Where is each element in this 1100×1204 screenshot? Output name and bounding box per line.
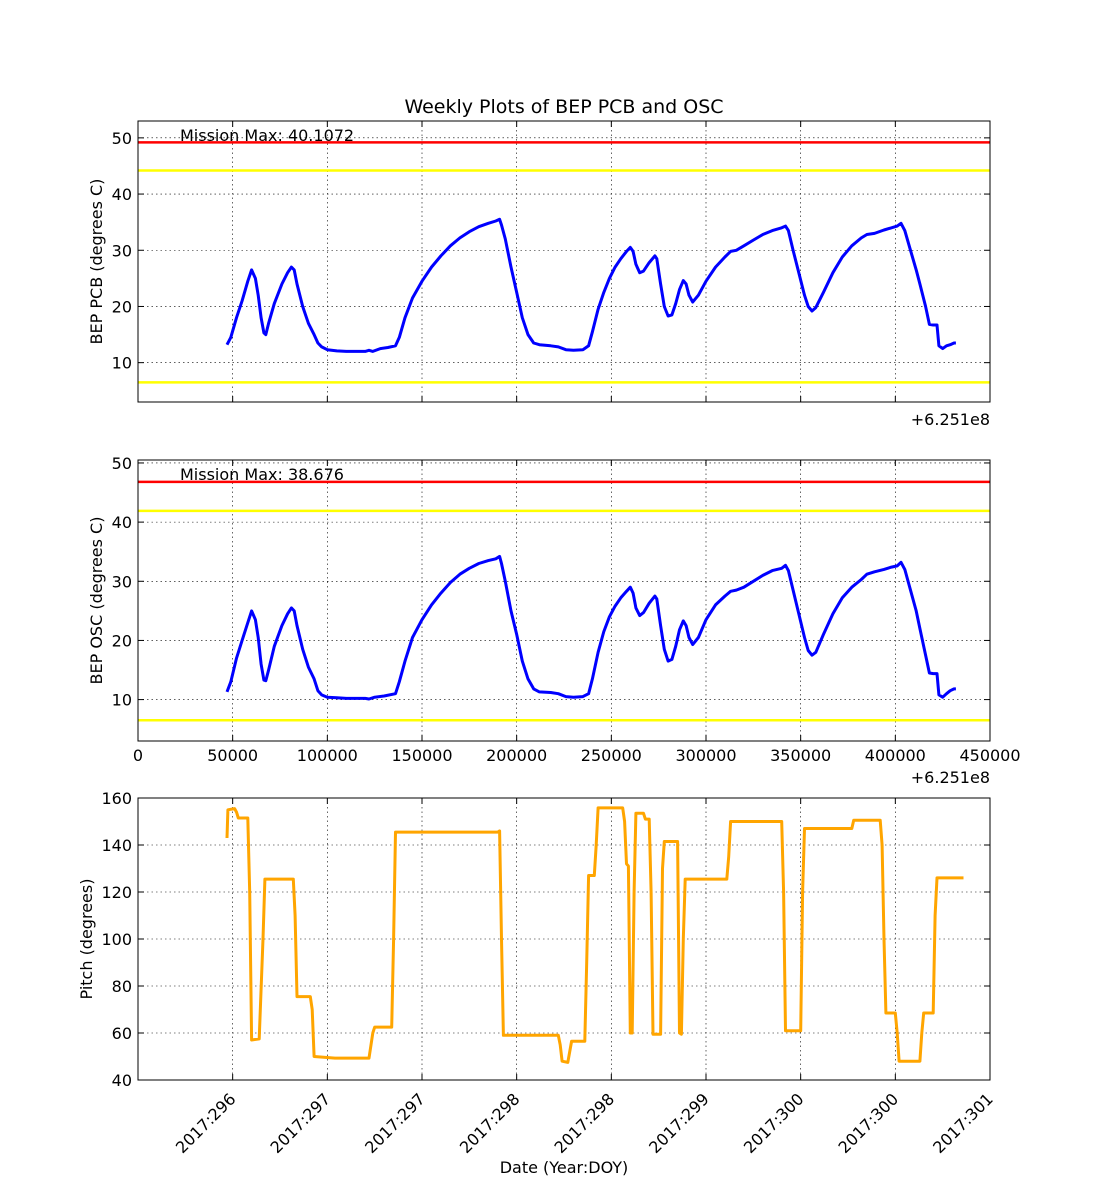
x-tick-label: 2017:299 — [645, 1089, 713, 1157]
x-tick-label: 450000 — [959, 746, 1020, 765]
plot-frame — [137, 459, 991, 742]
pcb-panel: 10 20 30 40 50 +6.251e8 Mission Max: 40.1072 BE… — [87, 120, 991, 429]
x-tick-label: 2017:296 — [172, 1089, 240, 1157]
y-tick-label: 50 — [112, 129, 132, 148]
x-tick-label: 400000 — [865, 746, 926, 765]
y-tick-label: 40 — [112, 1071, 132, 1090]
x-axis-label: Date (Year:DOY) — [500, 1158, 629, 1177]
y-tick-label: 40 — [112, 513, 132, 532]
y-tick-label: 80 — [112, 977, 132, 996]
x-offset-label: +6.251e8 — [911, 410, 990, 429]
x-tick-label: 2017:297 — [267, 1089, 335, 1157]
series-line — [225, 217, 956, 353]
y-tick-label: 140 — [101, 836, 132, 855]
pitch-panel: 40 60 80 100 120 140 160 2017:296 2017:297 2017:2… — [77, 789, 997, 1157]
y-tick-label: 100 — [101, 930, 132, 949]
x-offset-label: +6.251e8 — [911, 768, 990, 787]
y-tick-label: 10 — [112, 691, 132, 710]
mission-max-annotation: Mission Max: 40.1072 — [180, 126, 354, 145]
plot-frame — [137, 797, 991, 1081]
y-tick-label: 30 — [112, 241, 132, 260]
y-axis-label: BEP PCB (degrees C) — [87, 179, 106, 345]
x-tick-label: 2017:298 — [456, 1089, 524, 1157]
x-tick-label: 2017:300 — [740, 1089, 808, 1157]
x-tick-label: 2017:300 — [835, 1089, 903, 1157]
x-tick-label: 200000 — [486, 746, 547, 765]
series-line — [225, 554, 956, 701]
x-tick-label: 2017:297 — [361, 1089, 429, 1157]
y-tick-label: 60 — [112, 1024, 132, 1043]
x-tick-label: 50000 — [207, 746, 258, 765]
figure-title: Weekly Plots of BEP PCB and OSC — [404, 96, 723, 118]
y-axis-label: Pitch (degrees) — [77, 879, 96, 1000]
osc-panel: 10 20 30 40 50 0 50000 100000 150000 200000 250000… — [87, 454, 1021, 787]
x-tick-label: 350000 — [770, 746, 831, 765]
y-tick-label: 50 — [112, 454, 132, 473]
y-tick-label: 30 — [112, 572, 132, 591]
mission-max-annotation: Mission Max: 38.676 — [180, 465, 344, 484]
x-tick-label: 300000 — [675, 746, 736, 765]
plot-frame — [137, 120, 991, 403]
y-tick-label: 160 — [101, 789, 132, 808]
x-tick-label: 0 — [133, 746, 143, 765]
x-tick-label: 2017:298 — [551, 1089, 619, 1157]
y-tick-label: 120 — [101, 883, 132, 902]
x-tick-label: 100000 — [297, 746, 358, 765]
y-tick-label: 20 — [112, 631, 132, 650]
x-tick-label: 2017:301 — [929, 1089, 997, 1157]
y-tick-label: 10 — [112, 354, 132, 373]
series-line — [225, 806, 964, 1064]
y-tick-label: 20 — [112, 297, 132, 316]
x-tick-label: 250000 — [581, 746, 642, 765]
x-tick-label: 150000 — [391, 746, 452, 765]
y-axis-label: BEP OSC (degrees C) — [87, 517, 106, 685]
y-tick-label: 40 — [112, 185, 132, 204]
